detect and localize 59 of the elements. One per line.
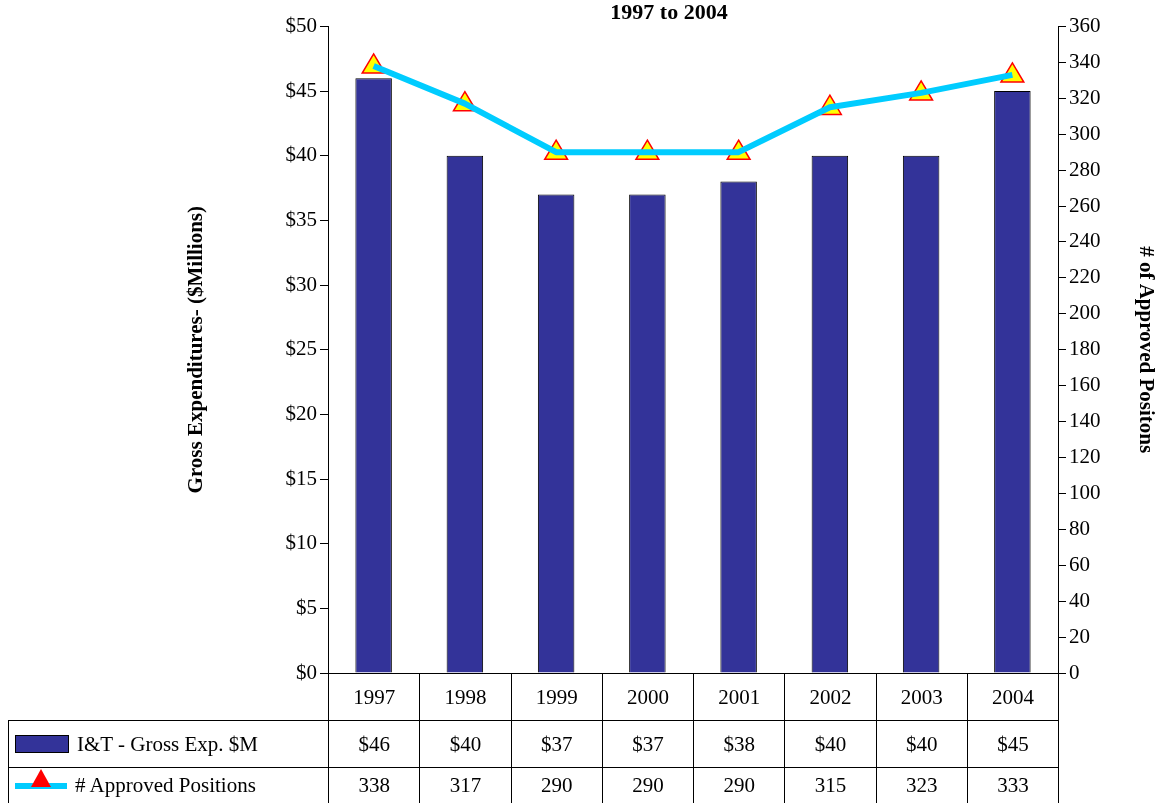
y2-tick-label: 280 [1069,156,1101,181]
y2-tick-label: 0 [1069,659,1080,684]
data-label: $40 [905,731,938,757]
y2-tick-label: 20 [1069,623,1090,648]
data-label: $40 [449,731,482,757]
y2-axis-title: # of Approved Positons [1134,246,1158,454]
y-tick-label: $20 [285,400,317,425]
data-label: 323 [905,773,938,798]
y2-tick-label: 220 [1069,264,1101,289]
data-label: $45 [997,731,1029,757]
x-tick-label: 2002 [809,684,852,710]
data-label: $38 [723,731,755,757]
y2-tick-label: 120 [1069,443,1101,468]
x-tick-label: 1998 [444,684,487,710]
y2-tick-label: 360 [1069,12,1101,37]
y-tick-label: $10 [285,530,317,555]
y-tick-label: $35 [285,206,317,231]
x-tick-label: 1997 [353,684,396,710]
y-tick-label: $5 [296,594,317,619]
x-tick-label: 2004 [991,684,1034,710]
data-label: 315 [814,773,847,798]
data-label: 290 [723,773,755,798]
x-tick-label: 2003 [900,684,943,710]
y2-tick-label: 260 [1069,192,1101,217]
data-label: $37 [632,731,664,757]
data-label: 290 [540,773,573,798]
y2-tick-label: 200 [1069,300,1101,325]
data-label: $46 [358,731,390,757]
y2-tick-label: 40 [1069,587,1090,612]
y2-tick-label: 300 [1069,120,1101,145]
x-tick-label: 2000 [626,684,669,710]
chart-title: 1997 to 2004 [610,0,728,24]
data-label: 338 [358,773,390,798]
x-tick-label: 1999 [535,684,578,710]
y-axis-title: Gross Expenditures- ($Millions) [183,205,208,494]
y2-tick-label: 240 [1069,228,1101,253]
y-tick-label: $30 [285,271,317,296]
x-tick-label: 2001 [718,684,761,710]
y2-tick-label: 60 [1069,551,1090,576]
data-label: 290 [632,773,664,798]
data-label: $37 [540,731,573,757]
data-label: 333 [997,773,1029,798]
y-tick-label: $40 [285,142,317,167]
y-tick-label: $15 [285,465,317,490]
y2-tick-label: 180 [1069,336,1101,361]
data-label: $40 [814,731,847,757]
y2-tick-label: 160 [1069,372,1101,397]
y-tick-label: $50 [285,12,317,37]
y2-tick-label: 140 [1069,408,1101,433]
y2-tick-label: 320 [1069,84,1101,109]
legend-label: I&T - Gross Exp. $M [77,731,259,757]
y-tick-label: $25 [285,336,317,361]
y2-tick-label: 100 [1069,479,1101,504]
y2-tick-label: 80 [1069,515,1090,540]
y-tick-label: $0 [296,659,317,684]
data-label: 317 [449,773,482,798]
legend-label: # Approved Positions [75,773,256,798]
y-tick-label: $45 [285,77,317,102]
y2-tick-label: 340 [1069,48,1101,73]
